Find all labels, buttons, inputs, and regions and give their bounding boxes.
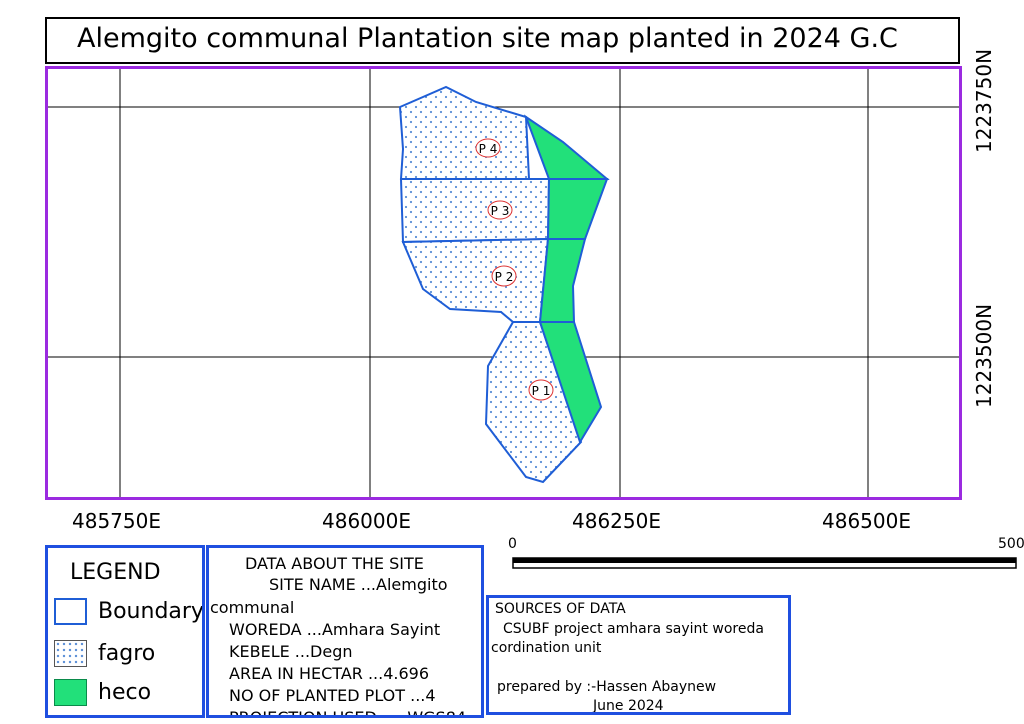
coord-x-485750: 485750E [72, 509, 161, 533]
scale-end-label: 500 [998, 536, 1024, 552]
legend-label-fagro: fagro [98, 641, 156, 666]
site-woreda: WOREDA ...Amhara Sayint [229, 620, 441, 639]
site-data-heading: DATA ABOUT THE SITE [245, 554, 424, 573]
plot-label-p4: P 4 [479, 142, 498, 156]
site-area: AREA IN HECTAR ...4.696 [229, 664, 430, 683]
map-canvas[interactable]: P 4 P 3 P 2 P 1 [48, 69, 959, 497]
sources-line1: CSUBF project amhara sayint woreda [503, 621, 764, 637]
coord-x-486250: 486250E [572, 509, 661, 533]
plot-labels: P 4 P 3 P 2 P 1 [475, 138, 554, 401]
plot-p2-fagro [401, 237, 550, 323]
scale-bar [512, 557, 1017, 569]
title-box: Alemgito communal Plantation site map pl… [45, 17, 960, 64]
sources-panel: SOURCES OF DATA CSUBF project amhara say… [486, 595, 791, 715]
plot-label-p2: P 2 [495, 270, 514, 284]
plot-areas[interactable] [398, 85, 610, 484]
plot-label-p3: P 3 [491, 204, 510, 218]
boundary-swatch-icon [54, 598, 87, 625]
dotted-swatch-icon [54, 640, 87, 667]
sources-line2: cordination unit [491, 640, 602, 656]
plot-p4-fagro [398, 85, 531, 180]
plot-heco-p1 [538, 321, 603, 445]
site-projection: PROJECTION USED .... WGS84 [229, 708, 467, 718]
coord-y-1223500: 1223500N [972, 303, 996, 408]
site-data-panel: DATA ABOUT THE SITE SITE NAME ...Alemgit… [206, 545, 484, 718]
site-name-cont: communal [210, 598, 295, 617]
site-kebele: KEBELE ...Degn [229, 642, 353, 661]
legend-title: LEGEND [70, 560, 161, 585]
sources-heading: SOURCES OF DATA [495, 601, 626, 617]
map-title: Alemgito communal Plantation site map pl… [77, 23, 898, 54]
scale-start-label: 0 [508, 536, 517, 552]
plot-heco-upper [523, 114, 610, 180]
plot-heco-p3 [546, 178, 609, 240]
plot-label-p1: P 1 [532, 384, 551, 398]
site-plots-count: NO OF PLANTED PLOT ...4 [229, 686, 436, 705]
plot-p3-fagro [399, 178, 551, 244]
legend-label-boundary: Boundary [98, 599, 204, 624]
prepared-date: June 2024 [593, 698, 664, 714]
plot-heco-p2 [538, 238, 587, 323]
map-frame[interactable]: P 4 P 3 P 2 P 1 [45, 66, 962, 500]
prepared-by: prepared by :-Hassen Abaynew [497, 679, 717, 695]
site-name: SITE NAME ...Alemgito [269, 575, 448, 594]
coord-y-1223750: 1223750N [972, 48, 996, 153]
green-swatch-icon [54, 679, 87, 706]
coord-x-486500: 486500E [822, 509, 911, 533]
legend-label-heco: heco [98, 680, 152, 705]
coord-x-486000: 486000E [322, 509, 411, 533]
legend-panel: LEGEND Boundary fagro heco [45, 545, 205, 718]
